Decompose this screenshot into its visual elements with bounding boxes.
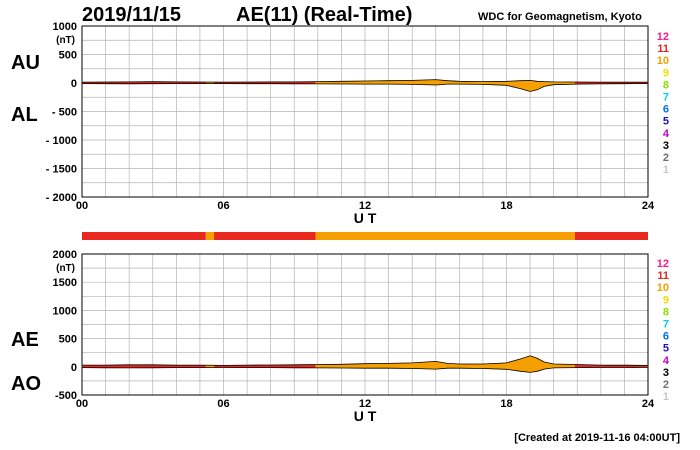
x-tick-label: 12: [359, 200, 371, 212]
y-tick-label: - 2000: [46, 192, 77, 204]
y-tick-label: - 1000: [46, 135, 77, 147]
legend-level-11: 11: [657, 270, 669, 282]
status-bar-segment: [205, 232, 215, 240]
x-tick-label: 00: [76, 398, 88, 410]
x-axis-title: U T: [354, 408, 377, 424]
legend-level-12: 12: [657, 31, 669, 43]
ae-label: AE: [11, 329, 39, 351]
legend-level-4: 4: [663, 355, 670, 367]
legend-level-6: 6: [663, 331, 669, 343]
y-unit-label: (nT): [56, 35, 75, 46]
plot-frame: [81, 25, 649, 198]
y-tick-label: 1000: [53, 305, 77, 317]
legend-level-1: 1: [663, 391, 669, 403]
plot-title: AE(11) (Real-Time): [236, 4, 413, 26]
ao-label: AO: [11, 373, 41, 395]
y-tick-label: 500: [59, 334, 77, 346]
lower-series-line: [81, 367, 649, 373]
legend-level-3: 3: [663, 367, 669, 379]
x-tick-label: 06: [217, 398, 229, 410]
lower-series-line: [81, 83, 649, 92]
x-tick-label: 18: [500, 398, 512, 410]
legend-level-4: 4: [663, 128, 670, 140]
status-bar-segment: [214, 232, 316, 240]
data-source: WDC for Geomagnetism, Kyoto: [478, 11, 642, 23]
legend-level-7: 7: [663, 319, 669, 331]
legend-level-9: 9: [663, 67, 669, 79]
x-axis-title: U T: [354, 210, 377, 226]
legend-level-10: 10: [657, 55, 669, 67]
legend-level-2: 2: [663, 152, 669, 164]
y-tick-label: 0: [71, 362, 77, 374]
legend-level-10: 10: [657, 282, 669, 294]
x-tick-label: 06: [217, 200, 229, 212]
y-tick-label: 1500: [53, 277, 77, 289]
y-tick-label: 500: [59, 50, 77, 62]
y-tick-label: 1000: [53, 21, 77, 33]
x-tick-label: 00: [76, 200, 88, 212]
upper-series-line: [81, 79, 648, 83]
upper-series-line: [82, 355, 649, 366]
y-tick-label: -500: [55, 390, 77, 402]
legend-level-9: 9: [663, 294, 669, 306]
legend-level-1: 1: [663, 164, 669, 176]
y-tick-label: 0: [71, 78, 77, 90]
plot-frame: [81, 253, 649, 396]
status-bar-segment: [574, 232, 648, 240]
legend-level-7: 7: [663, 92, 669, 104]
legend-level-5: 5: [663, 116, 669, 128]
al-label: AL: [11, 104, 38, 126]
au-label: AU: [11, 52, 40, 74]
y-unit-label: (nT): [56, 263, 75, 274]
legend-level-6: 6: [663, 104, 669, 116]
legend-level-2: 2: [663, 379, 669, 391]
legend-level-12: 12: [657, 258, 669, 270]
x-tick-label: 24: [642, 398, 655, 410]
y-tick-label: - 1500: [46, 164, 77, 176]
plot-date: 2019/11/15: [82, 4, 181, 26]
created-timestamp: [Created at 2019-11-16 04:00UT]: [514, 432, 680, 444]
legend-level-8: 8: [663, 306, 669, 318]
status-bar-segment: [315, 232, 575, 240]
x-tick-label: 18: [500, 200, 512, 212]
y-tick-label: - 500: [52, 107, 77, 119]
x-tick-label: 24: [642, 200, 655, 212]
legend-level-8: 8: [663, 79, 669, 91]
y-tick-label: 2000: [53, 249, 77, 261]
legend-level-5: 5: [663, 343, 669, 355]
x-tick-label: 12: [359, 398, 371, 410]
legend-level-3: 3: [663, 140, 669, 152]
status-bar-segment: [82, 232, 206, 240]
legend-level-11: 11: [657, 43, 669, 55]
